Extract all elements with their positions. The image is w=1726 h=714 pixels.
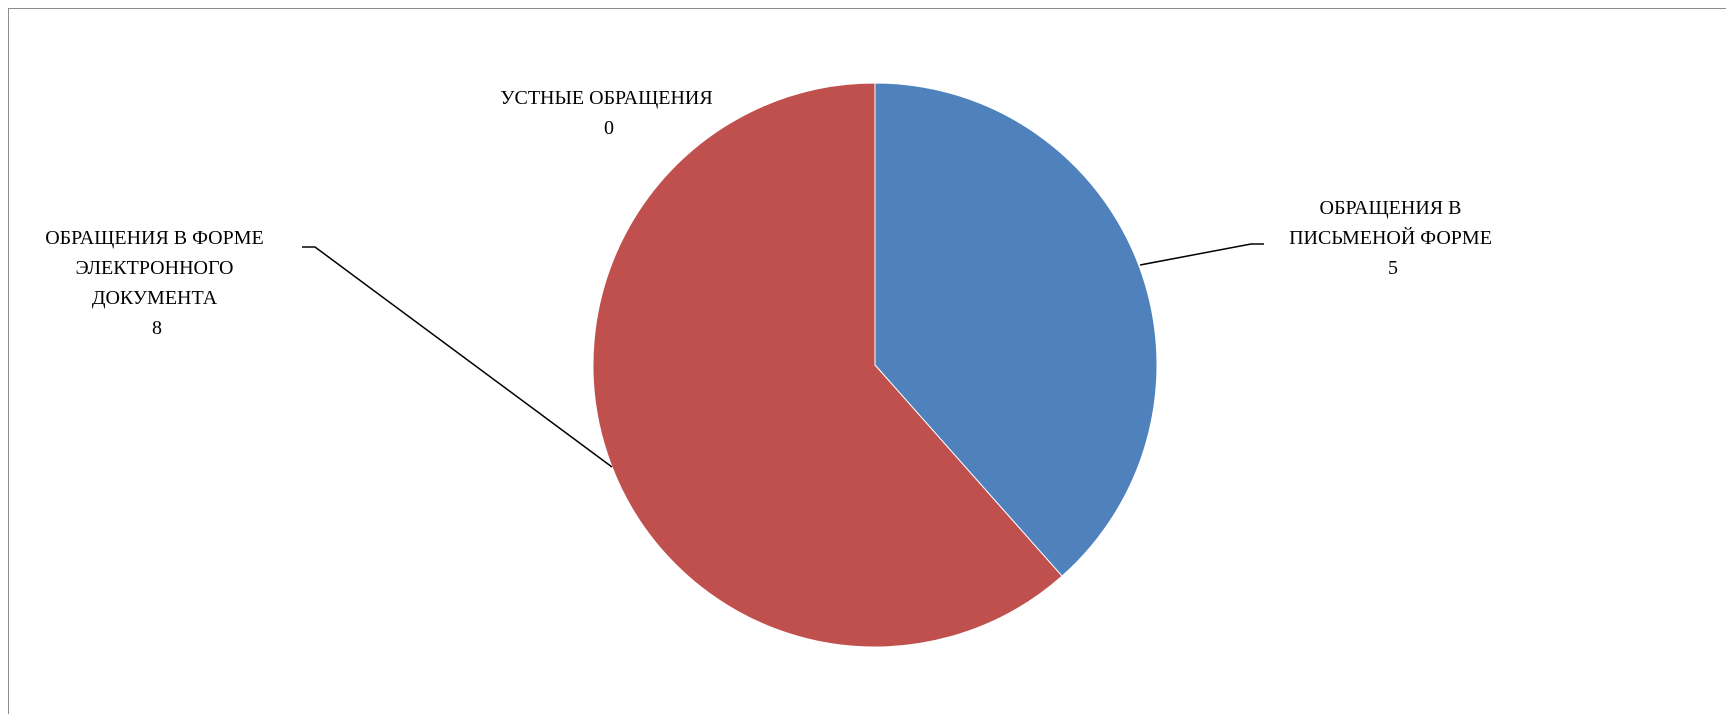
chart-area	[8, 8, 1726, 714]
leader-line-electronic	[302, 246, 613, 468]
slice-value: 0	[604, 117, 614, 139]
slice-label-line: ОБРАЩЕНИЯ В	[1320, 197, 1462, 219]
slice-electronic	[592, 82, 1063, 648]
slice-written	[874, 82, 1158, 577]
slice-label-line: УСТНЫЕ ОБРАЩЕНИЯ	[500, 87, 712, 109]
slice-label-line: ЭЛЕКТРОННОГО	[76, 257, 234, 279]
slice-label-line: ПИСЬМЕНОЙ ФОРМЕ	[1289, 226, 1492, 249]
slice-value: 8	[152, 317, 162, 339]
slice-label-electronic: ОБРАЩЕНИЯ В ФОРМЕ ЭЛЕКТРОННОГО ДОКУМЕНТА…	[45, 227, 269, 339]
slice-label-line: ДОКУМЕНТА	[92, 287, 218, 309]
leader-line-written	[1139, 243, 1264, 266]
slice-label-oral: УСТНЫЕ ОБРАЩЕНИЯ 0	[500, 87, 717, 139]
slice-value: 5	[1388, 257, 1398, 279]
slice-label-line: ОБРАЩЕНИЯ В ФОРМЕ	[45, 227, 264, 249]
slice-label-written: ОБРАЩЕНИЯ В ПИСЬМЕНОЙ ФОРМЕ 5	[1289, 197, 1497, 279]
